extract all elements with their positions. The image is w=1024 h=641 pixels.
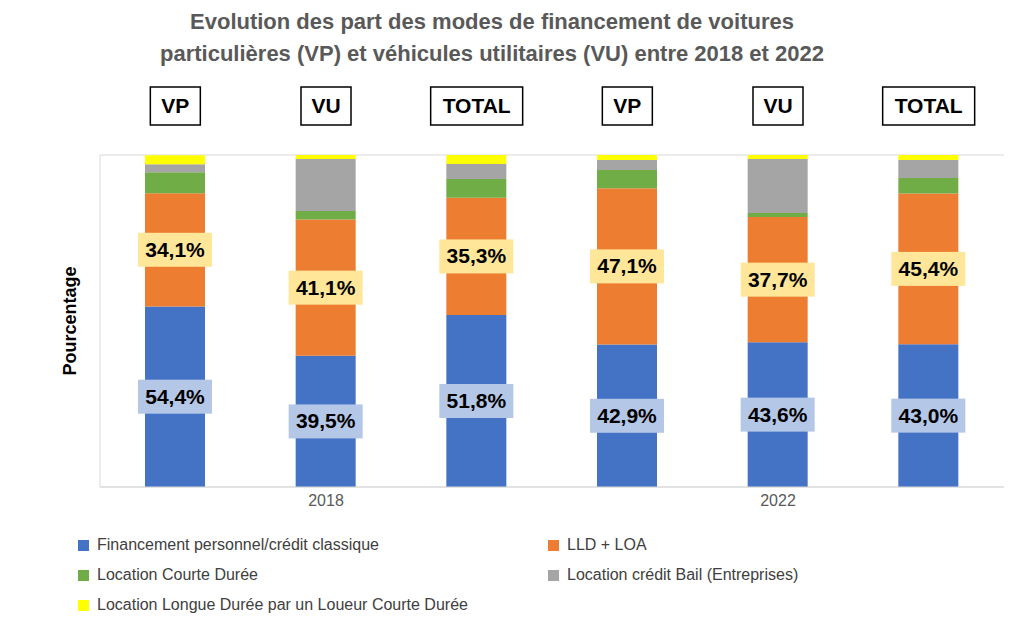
svg-text:35,3%: 35,3% (447, 244, 507, 267)
svg-text:Pourcentage: Pourcentage (60, 266, 80, 375)
svg-text:45,4%: 45,4% (899, 257, 959, 280)
svg-text:TOTAL: TOTAL (443, 94, 511, 117)
html-text:Location Longue Durée par un L: Location Longue Durée par un Loueur Cour… (97, 596, 468, 613)
svg-text:37,7%: 37,7% (748, 268, 808, 291)
html-text:Financement personnel/crédit c: Financement personnel/crédit classique (97, 536, 379, 553)
svg-text:VU: VU (311, 94, 340, 117)
svg-text:54,4%: 54,4% (145, 385, 205, 408)
html-text:Evolution des part des modes d: Evolution des part des modes de financem… (160, 9, 824, 66)
html-text:Location crédit Bail (Entrepri: Location crédit Bail (Entreprises) (567, 566, 799, 583)
svg-text:34,1%: 34,1% (145, 238, 205, 261)
svg-text:2018: 2018 (308, 492, 344, 509)
svg-text:VP: VP (161, 94, 189, 117)
svg-text:43,6%: 43,6% (748, 403, 808, 426)
svg-text:43,0%: 43,0% (899, 404, 959, 427)
svg-text:TOTAL: TOTAL (895, 94, 963, 117)
html-text:LLD + LOA: LLD + LOA (567, 536, 647, 553)
svg-text:51,8%: 51,8% (447, 389, 507, 412)
svg-text:2022: 2022 (760, 492, 796, 509)
svg-text:VP: VP (613, 94, 641, 117)
svg-text:VU: VU (763, 94, 792, 117)
svg-text:47,1%: 47,1% (597, 254, 657, 277)
svg-text:41,1%: 41,1% (296, 276, 356, 299)
svg-text:42,9%: 42,9% (597, 404, 657, 427)
svg-text:39,5%: 39,5% (296, 409, 356, 432)
html-text:Location Courte Durée: Location Courte Durée (97, 566, 258, 583)
